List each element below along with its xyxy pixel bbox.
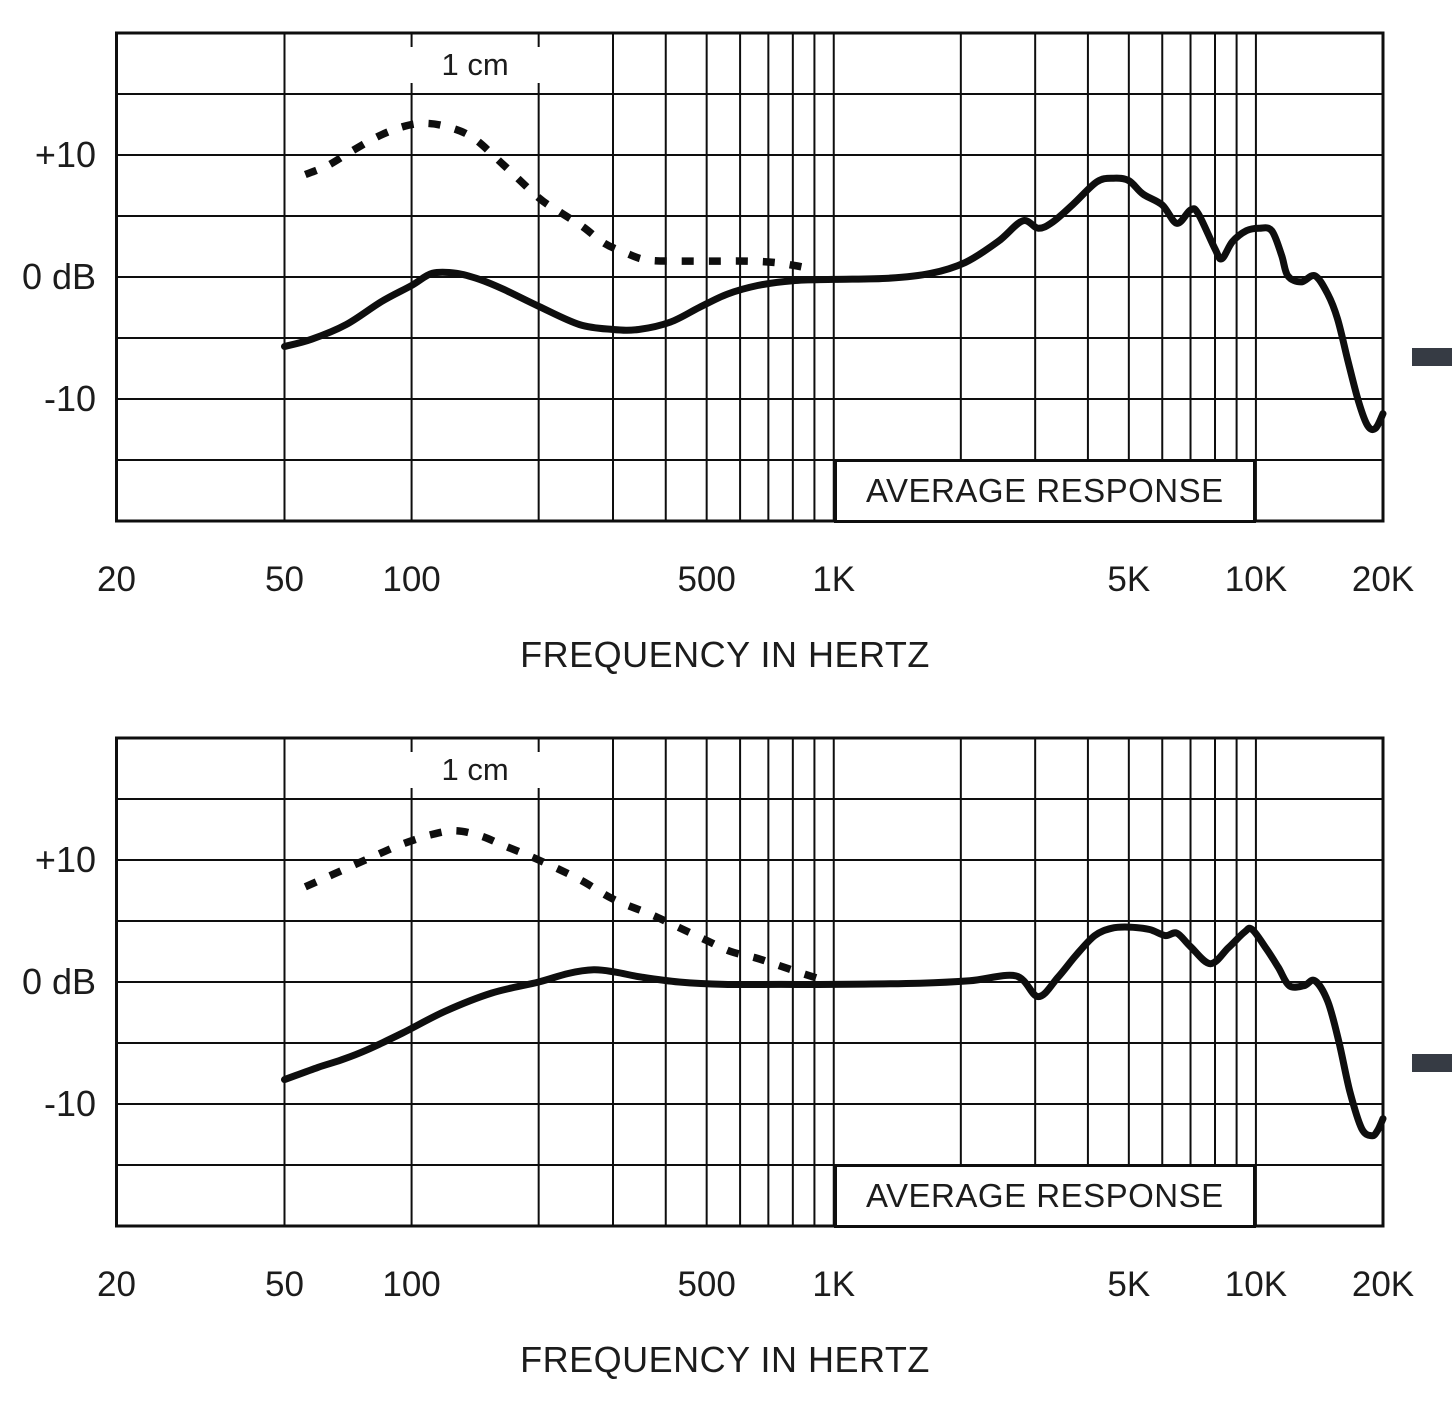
- x-tick-50: 50: [265, 1265, 304, 1304]
- x-axis-title: FREQUENCY IN HERTZ: [520, 1339, 930, 1380]
- y-tick-minus10: -10: [43, 1083, 96, 1124]
- average-response-box: AVERAGE RESPONSE: [833, 459, 1256, 523]
- average-response-label: AVERAGE RESPONSE: [865, 1176, 1224, 1214]
- plot-border: [115, 31, 1385, 523]
- x-tick-10k: 10K: [1224, 1265, 1288, 1304]
- x-axis-title: FREQUENCY IN HERTZ: [520, 634, 930, 675]
- x-tick-20k: 20K: [1351, 1265, 1415, 1304]
- x-tick-100: 100: [382, 1265, 441, 1304]
- x-tick-100: 100: [382, 560, 441, 599]
- proximity-curve: [303, 119, 816, 274]
- average-response-label: AVERAGE RESPONSE: [865, 471, 1224, 509]
- average-response-curve: [281, 923, 1387, 1140]
- edge-mark-bottom: [1412, 1054, 1452, 1072]
- y-tick-plus10: +10: [34, 839, 96, 880]
- x-tick-50: 50: [265, 560, 304, 599]
- proximity-label: 1 cm: [400, 752, 551, 788]
- x-tick-20: 20: [97, 560, 136, 599]
- average-response-curve: [281, 174, 1387, 434]
- y-tick-plus10: +10: [34, 134, 96, 175]
- x-tick-5k: 5K: [1107, 1265, 1151, 1304]
- x-tick-20: 20: [97, 1265, 136, 1304]
- proximity-label: 1 cm: [400, 47, 551, 83]
- x-tick-1k: 1K: [812, 1265, 856, 1304]
- plot-border: [115, 736, 1385, 1228]
- x-tick-20k: 20K: [1351, 560, 1415, 599]
- x-tick-500: 500: [677, 1265, 736, 1304]
- y-tick-0db: 0 dB: [21, 961, 96, 1002]
- x-tick-10k: 10K: [1224, 560, 1288, 599]
- x-tick-5k: 5K: [1107, 560, 1151, 599]
- y-tick-0db: 0 dB: [21, 256, 96, 297]
- average-response-box: AVERAGE RESPONSE: [833, 1164, 1256, 1228]
- edge-mark-top: [1412, 348, 1452, 366]
- bottom-chart: [115, 736, 1387, 1228]
- x-tick-500: 500: [677, 560, 736, 599]
- x-tick-1k: 1K: [812, 560, 856, 599]
- y-tick-minus10: -10: [43, 378, 96, 419]
- proximity-curve: [303, 826, 819, 982]
- top-chart: [115, 31, 1387, 523]
